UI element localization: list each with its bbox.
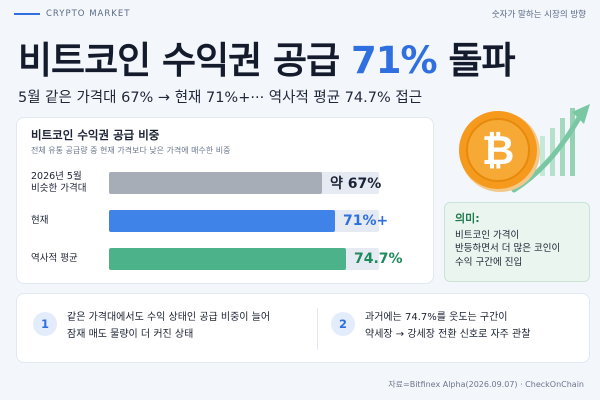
notes-panel: 1 같은 가격대에서도 수익 상태인 공급 비중이 늘어 잠재 매도 물량이 더… [16,293,590,363]
meaning-text: 비트코인 가격이 반등하면서 더 많은 코인이 수익 구간에 진입 [455,230,561,268]
page-subtitle: 5월 같은 가격대 67% → 현재 71%+··· 역사적 평균 74.7% … [18,90,423,106]
note-number-badge: 2 [331,312,355,336]
chart-subtitle: 전체 유통 공급량 중 현재 가격보다 낮은 가격에 매수한 비중 [31,146,231,155]
page-title: 비트코인 수익권 공급 71% 돌파 [18,30,516,84]
bar-row: 역사적 평균 74.7% [17,246,435,272]
svg-text:₿: ₿ [482,128,515,174]
title-suffix: 돌파 [436,39,515,82]
bar-value-label: 71%+ [343,213,389,229]
bar-value-label: 약 67% [330,176,382,192]
bar-track [109,210,379,232]
title-prefix: 비트코인 수익권 공급 [18,39,352,82]
bar-fill [109,210,335,232]
supply-chart-card: 비트코인 수익권 공급 비중 전체 유통 공급량 중 현재 가격보다 낮은 가격… [16,117,434,284]
coin-illustration-svg: ₿ [459,104,590,193]
bar-value-label: 74.7% [354,251,403,267]
coin-illustration: ₿ [444,94,594,202]
notes-divider [317,308,318,350]
category-tag-label: CRYPTO MARKET [46,9,131,19]
header-tagline: 숫자가 말하는 시장의 방향 [491,10,586,20]
bar-fill [109,248,346,270]
meaning-title: 의미: [455,212,480,225]
category-tag: CRYPTO MARKET [14,9,130,19]
note-item-2: 2 과거에는 74.7%를 웃도는 구간이 약세장 → 강세장 전환 신호로 자… [331,310,530,343]
note-number-badge: 1 [33,312,57,336]
chart-title: 비트코인 수익권 공급 비중 [31,128,160,142]
title-highlight: 71% [351,39,438,82]
bar-category-label: 현재 [31,215,49,227]
tag-accent-line [14,13,40,15]
note-text: 과거에는 74.7%를 웃도는 구간이 약세장 → 강세장 전환 신호로 자주 … [365,312,531,340]
bar-row: 2026년 5월 비슷한 가격대 약 67% [17,170,435,196]
bitcoin-coin-icon: ₿ [459,111,540,192]
bar-fill [109,172,322,194]
bar-track [109,248,379,270]
note-item-1: 1 같은 가격대에서도 수익 상태인 공급 비중이 늘어 잠재 매도 물량이 더… [33,310,270,343]
note-text: 같은 가격대에서도 수익 상태인 공급 비중이 늘어 잠재 매도 물량이 더 커… [67,312,271,340]
bar-category-label: 2026년 5월 비슷한 가격대 [31,171,87,194]
bar-category-label: 역사적 평균 [31,253,78,265]
meaning-card: 의미: 비트코인 가격이 반등하면서 더 많은 코인이 수익 구간에 진입 [444,202,590,282]
bar-row: 현재 71%+ [17,208,435,234]
source-credit: 자료=Bitfinex Alpha(2026.09.07) · CheckOnC… [388,380,584,389]
bar-track [109,172,379,194]
